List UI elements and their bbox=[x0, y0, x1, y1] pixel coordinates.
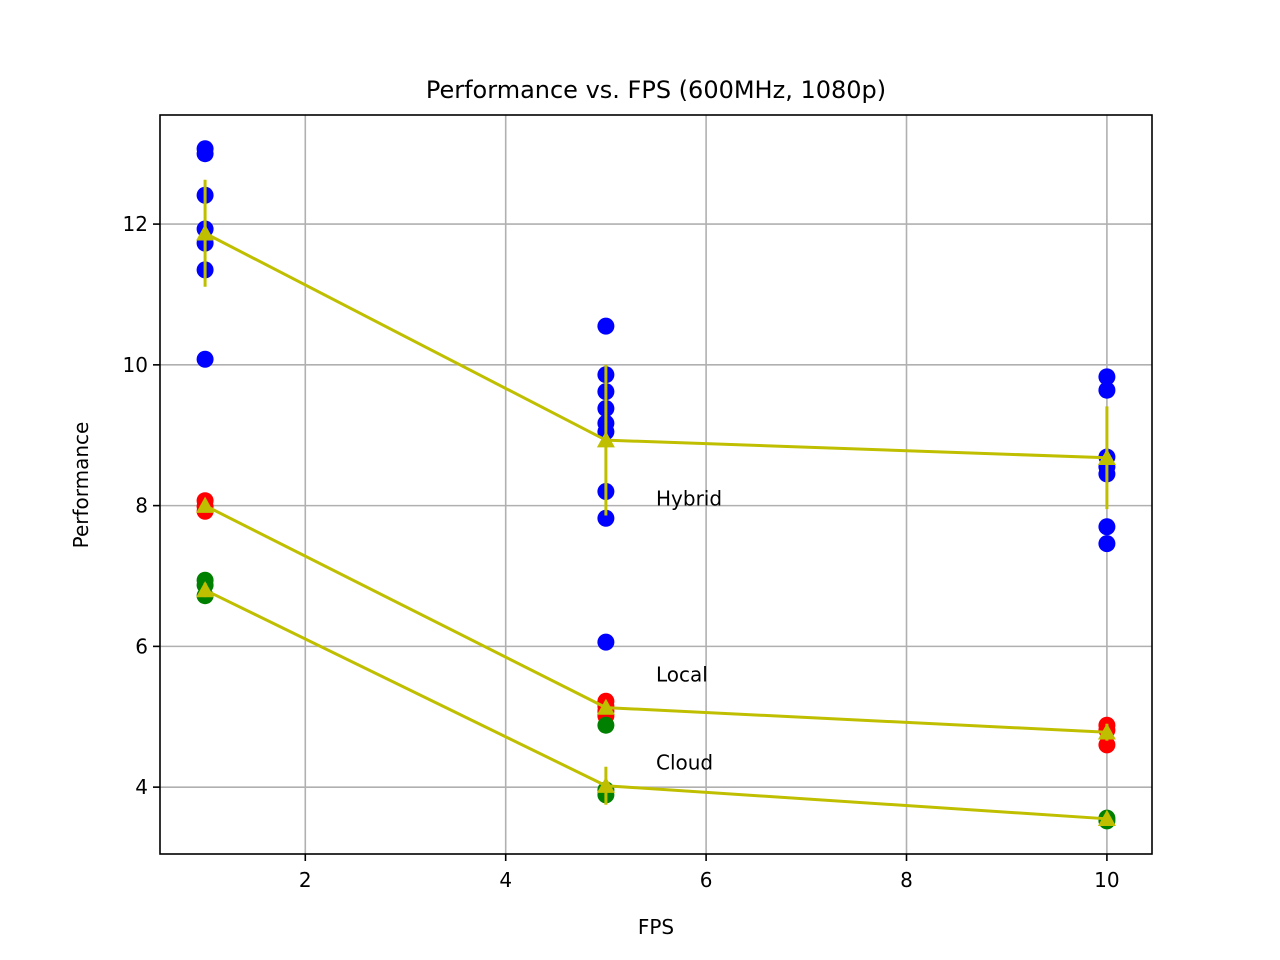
x-tick-label: 10 bbox=[1094, 868, 1119, 892]
y-tick-label: 4 bbox=[135, 775, 148, 799]
x-tick-label: 4 bbox=[499, 868, 512, 892]
y-axis-label: Performance bbox=[69, 422, 93, 549]
series-label: Cloud bbox=[656, 751, 713, 775]
mean-marker bbox=[196, 581, 215, 598]
ticks: 2 4 6 8 10 4 6 8 10 12 bbox=[123, 212, 1120, 892]
point bbox=[597, 317, 615, 335]
y-tick-label: 12 bbox=[123, 212, 148, 236]
point bbox=[1098, 535, 1116, 553]
series-label: Local bbox=[656, 663, 708, 687]
series-label: Hybrid bbox=[656, 487, 722, 511]
point bbox=[597, 716, 615, 734]
mean-marker bbox=[196, 496, 215, 513]
point bbox=[597, 633, 615, 651]
point bbox=[1098, 736, 1116, 754]
point bbox=[196, 350, 214, 368]
point bbox=[196, 145, 214, 163]
mean-marker bbox=[596, 431, 615, 448]
mean-marker bbox=[596, 776, 615, 793]
mean-marker bbox=[1097, 448, 1116, 465]
x-tick-label: 2 bbox=[299, 868, 312, 892]
point bbox=[1098, 381, 1116, 399]
plot-area: Hybrid Local Cloud bbox=[196, 140, 1116, 830]
point bbox=[1098, 518, 1116, 536]
chart-title: Performance vs. FPS (600MHz, 1080p) bbox=[426, 76, 886, 104]
axes-frame bbox=[159, 114, 1153, 855]
point bbox=[597, 509, 615, 527]
mean-marker bbox=[596, 698, 615, 715]
y-tick-label: 8 bbox=[135, 494, 148, 518]
x-tick-label: 6 bbox=[700, 868, 713, 892]
point bbox=[1098, 368, 1116, 386]
x-tick-label: 8 bbox=[900, 868, 913, 892]
mean-marker bbox=[1097, 723, 1116, 740]
y-tick-label: 6 bbox=[135, 634, 148, 658]
mean-marker bbox=[196, 224, 215, 241]
x-axis-label: FPS bbox=[638, 915, 674, 939]
mean-marker bbox=[1097, 809, 1116, 827]
y-tick-label: 10 bbox=[123, 353, 148, 377]
